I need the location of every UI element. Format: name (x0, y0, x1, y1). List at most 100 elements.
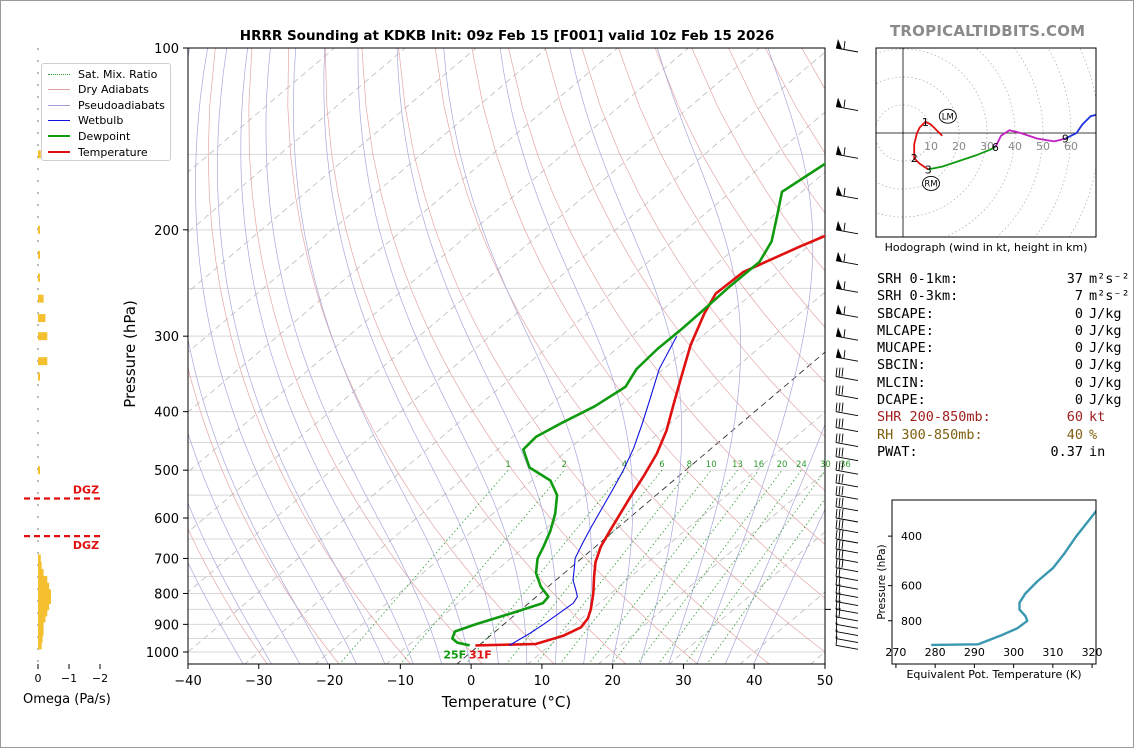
wind-barb-staff (835, 601, 859, 606)
wind-barb-feather (843, 306, 846, 315)
chart-title: HRRR Sounding at KDKB Init: 09z Feb 15 [… (240, 28, 774, 44)
wind-barb-feather (843, 222, 846, 231)
legend-swatch (48, 151, 70, 153)
mixing-ratio-line (588, 469, 738, 664)
legend-swatch (48, 73, 70, 75)
wind-barb-feather (835, 486, 838, 496)
stat-unit: in (1089, 443, 1106, 460)
wind-barb (835, 185, 859, 200)
theta-e-y-tick-label: 800 (901, 615, 922, 628)
isotherm-line (188, 48, 477, 293)
stat-row: MLCAPE: 0 J/kg (877, 323, 1130, 340)
stat-unit: J/kg (1089, 340, 1122, 357)
pseudoadiabat (724, 423, 825, 664)
omega-tick-label: −1 (61, 672, 77, 685)
wind-barb-feather (835, 629, 838, 639)
wind-barb-staff (835, 644, 859, 650)
wind-barb-feather (835, 447, 838, 457)
wind-barb-feather (841, 529, 844, 540)
hodograph-height-label: 6 (992, 141, 999, 154)
wind-barb-feather (841, 473, 844, 484)
legend-swatch (48, 89, 70, 91)
omega-bar (38, 332, 48, 341)
wind-barb (835, 497, 859, 512)
wind-barb-feather (835, 539, 838, 549)
wind-barb-feather (838, 367, 841, 377)
x-tick-label: −30 (245, 674, 272, 689)
wind-barb-feather (843, 350, 846, 359)
wind-barb-flag (836, 97, 842, 108)
mixing-ratio-line (636, 469, 783, 664)
mixing-ratio-label: 10 (706, 460, 717, 470)
pseudoadiabat (265, 48, 443, 664)
hodograph-ring-label: 60 (1064, 140, 1078, 153)
pseudoadiabat (188, 432, 301, 664)
stat-row: SRH 0-1km: 37 m²s⁻² (877, 271, 1130, 288)
mixing-ratio-line (611, 469, 760, 664)
mixing-ratio-line (559, 469, 712, 664)
wind-barb-flag (836, 348, 842, 359)
wind-barb-feather (838, 549, 841, 559)
pseudoadiabat (195, 48, 357, 664)
theta-e-x-tick-label: 300 (1003, 646, 1024, 659)
theta-e-plot (931, 509, 1096, 647)
wind-barb-staff (835, 548, 859, 554)
stat-row: SBCAPE: 0 J/kg (877, 306, 1130, 323)
main-background-lines (188, 48, 825, 664)
mixing-ratio-label: 16 (753, 460, 764, 470)
omega-bar (38, 372, 40, 381)
theta-e-x-tick-label: 320 (1082, 646, 1103, 659)
wind-barb-flag (836, 304, 842, 315)
wind-barb (835, 367, 859, 382)
wind-barb-feather (835, 567, 838, 577)
dry-adiabat (324, 48, 627, 664)
mixing-ratio-label: 6 (659, 460, 664, 470)
hodograph-ring-label: 20 (952, 140, 966, 153)
wind-barb-staff (835, 469, 859, 475)
omega-bar (38, 595, 52, 604)
dry-adiabat (248, 48, 483, 664)
wind-barb (835, 327, 859, 341)
wind-barb-feather (838, 433, 841, 443)
x-tick-label: 0 (467, 674, 475, 689)
wind-barb-staff (835, 517, 859, 523)
profile-lines (451, 162, 825, 647)
pseudoadiabat (188, 502, 272, 664)
wind-barb-feather (843, 147, 846, 156)
wind-barb-flag (836, 220, 842, 231)
isotherm-line (188, 48, 618, 413)
mixing-ratio-line (505, 469, 663, 664)
wind-barb-feather (843, 187, 846, 196)
y-tick-label: 100 (154, 42, 179, 57)
storm-motion-marker (938, 108, 957, 124)
stat-unit: % (1089, 426, 1098, 443)
x-tick-label: −10 (387, 674, 414, 689)
stat-value: 0 (1074, 392, 1083, 409)
stat-unit: J/kg (1089, 305, 1122, 322)
y-tick-label: 600 (154, 512, 179, 527)
wind-barb-staff (835, 631, 859, 636)
wind-barb-feather (838, 497, 841, 507)
stat-row: DCAPE: 0 J/kg (877, 392, 1130, 409)
wind-barb-feather (838, 385, 841, 395)
mixing-ratio-label: 4 (622, 460, 627, 470)
wind-barb-feather (841, 367, 844, 377)
wind-barb (835, 622, 859, 636)
omega-bar (38, 620, 44, 629)
wind-barb (835, 636, 859, 650)
wind-barb-staff (835, 576, 859, 581)
stat-value: 0 (1074, 374, 1083, 391)
omega-bar (38, 614, 46, 623)
theta-e-x-tick-label: 280 (925, 646, 946, 659)
mixing-ratio-label: 20 (777, 460, 788, 470)
omega-bar (38, 554, 41, 563)
pseudoadiabat (696, 48, 814, 664)
wind-barb-feather (835, 576, 838, 586)
wind-barb-staff (835, 528, 859, 534)
isotherm-line (188, 48, 548, 353)
x-axis-label: Temperature (°C) (441, 693, 571, 711)
wind-barb-staff (835, 584, 859, 590)
wind-barb (835, 348, 859, 362)
isotherm-line (188, 48, 335, 173)
